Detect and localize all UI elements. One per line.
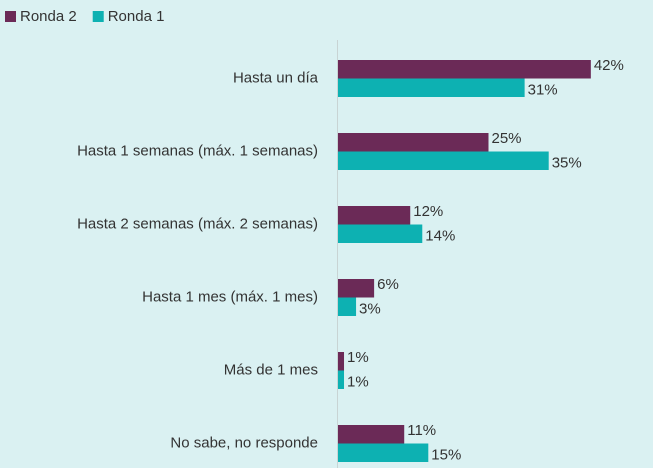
- value-label: 1%: [347, 374, 369, 391]
- legend-swatch: [5, 11, 16, 22]
- bar: [338, 151, 549, 170]
- bar: [338, 78, 525, 97]
- category-label: Hasta un día: [233, 69, 319, 86]
- bar: [338, 443, 429, 462]
- category-label: Hasta 2 semanas (máx. 2 semanas): [77, 215, 318, 232]
- value-label: 42%: [594, 57, 624, 74]
- category-label: No sabe, no responde: [170, 434, 318, 451]
- value-label: 3%: [359, 301, 381, 318]
- value-label: 15%: [431, 447, 461, 464]
- category-label: Hasta 1 semanas (máx. 1 semanas): [77, 142, 318, 159]
- legend-swatch: [92, 11, 104, 22]
- value-label: 25%: [492, 130, 522, 147]
- bar: [338, 133, 489, 152]
- bar: [338, 425, 405, 444]
- bar: [338, 370, 345, 389]
- value-label: 11%: [407, 422, 436, 439]
- value-label: 14%: [425, 228, 455, 245]
- bar: [338, 224, 423, 243]
- bar: [338, 297, 357, 316]
- value-label: 35%: [552, 155, 582, 172]
- bar: [338, 279, 375, 298]
- value-label: 12%: [413, 203, 443, 220]
- legend-label: Ronda 2: [20, 8, 77, 25]
- category-label: Hasta 1 mes (máx. 1 mes): [142, 288, 318, 305]
- legend-label: Ronda 1: [108, 8, 165, 25]
- bar: [338, 60, 591, 79]
- value-label: 31%: [528, 82, 558, 99]
- bar: [338, 206, 411, 225]
- category-label: Más de 1 mes: [224, 361, 318, 378]
- value-label: 6%: [377, 276, 399, 293]
- value-label: 1%: [347, 349, 369, 366]
- bar: [338, 352, 345, 371]
